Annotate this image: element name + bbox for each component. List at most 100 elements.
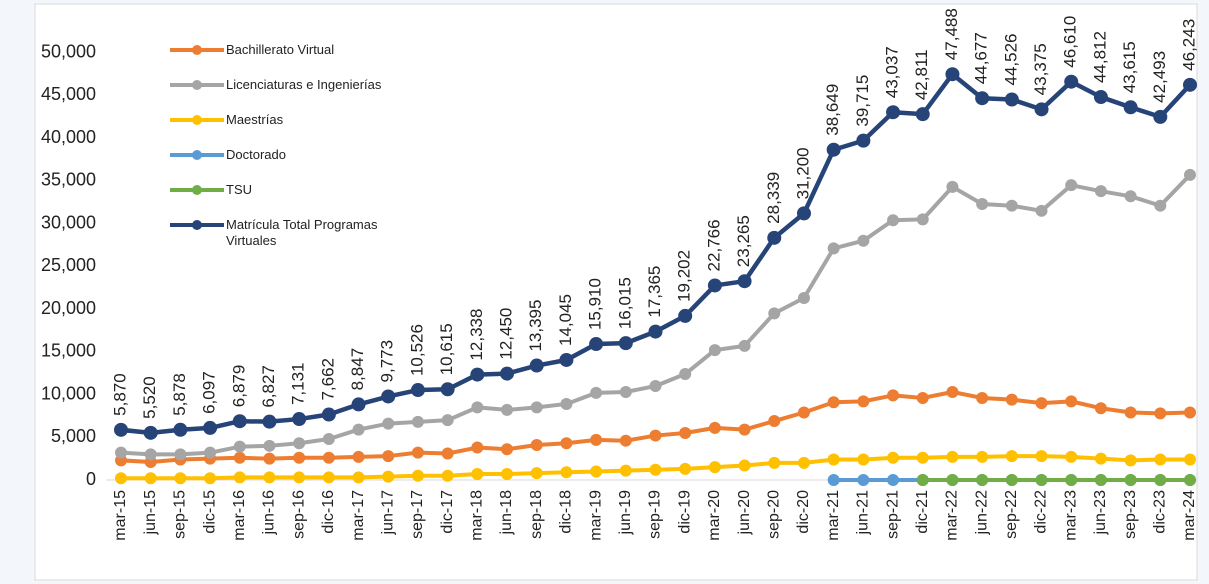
point [1094,474,1107,486]
data-label: 44,526 [1001,34,1020,86]
point [797,456,810,469]
point [530,401,543,414]
point [797,406,810,419]
point [738,459,751,472]
data-label: 47,488 [942,8,961,60]
point [590,465,603,478]
point [1094,185,1107,198]
y-tick-label: 5,000 [51,426,96,446]
data-label: 44,677 [972,32,991,84]
x-tick-label: dic-17 [439,490,456,534]
data-label: 7,662 [318,358,337,401]
point [857,395,870,408]
point [144,472,157,485]
point [827,453,840,466]
point [1035,204,1048,217]
point [322,471,335,484]
point [887,214,900,227]
point [946,474,959,486]
point [1124,406,1137,419]
legend-label: Doctorado [226,147,286,162]
point [679,462,692,475]
point [1065,474,1078,486]
x-tick-label: dic-15 [201,490,218,534]
x-tick-label: jun-17 [379,490,396,536]
point [1123,100,1138,115]
point [174,448,187,461]
data-label: 10,615 [437,323,456,375]
legend-marker [192,45,202,55]
data-label: 23,265 [734,215,753,267]
point [1184,168,1196,181]
point [707,278,722,293]
data-label: 5,520 [140,376,159,419]
point [916,451,929,464]
point [886,105,901,120]
point [232,414,247,429]
point [1065,450,1078,463]
point [560,437,573,450]
point [144,448,157,461]
point [856,133,871,148]
point [1005,450,1018,463]
point [1064,74,1079,89]
point [471,441,484,454]
point [916,213,929,226]
point [530,467,543,480]
data-label: 38,649 [823,84,842,136]
data-label: 6,097 [200,371,219,414]
point [352,450,365,463]
x-tick-label: jun-21 [855,490,872,536]
point [619,464,632,477]
point [946,385,959,398]
legend-marker [192,80,202,90]
data-label: 46,610 [1061,16,1080,68]
point [293,471,306,484]
legend-marker [192,115,202,125]
point [976,450,989,463]
point [946,180,959,193]
point [737,274,752,289]
data-label: 6,879 [229,365,248,408]
x-tick-label: jun-22 [973,490,990,536]
x-tick-label: jun-16 [261,490,278,536]
point [619,434,632,447]
point [857,474,870,486]
point [382,417,395,430]
point [1184,474,1196,486]
point [916,391,929,404]
point [1035,397,1048,410]
x-tick-label: dic-21 [914,490,931,534]
point [382,470,395,483]
x-tick-label: mar-15 [112,490,129,541]
point [321,407,336,422]
point [1093,90,1108,105]
point [263,452,276,465]
point [887,474,900,486]
x-tick-label: sep-20 [765,490,782,539]
legend-item: Doctorado [226,147,286,162]
point [1005,474,1018,486]
point [204,472,217,485]
point [501,403,514,416]
legend-item: Maestrías [226,112,283,127]
point [1035,474,1048,486]
x-tick-label: mar-21 [825,490,842,541]
point [1183,77,1197,92]
point [768,307,781,320]
point [708,461,721,474]
point [589,337,604,352]
data-label: 42,493 [1150,51,1169,103]
x-tick-label: sep-21 [884,490,901,539]
point [679,427,692,439]
x-tick-label: mar-19 [587,490,604,541]
point [796,206,811,221]
point [441,469,454,482]
data-label: 9,773 [378,340,397,383]
legend-marker [192,150,202,160]
point [115,472,127,485]
data-label: 12,450 [497,308,516,360]
point [826,142,841,157]
point [441,414,454,427]
